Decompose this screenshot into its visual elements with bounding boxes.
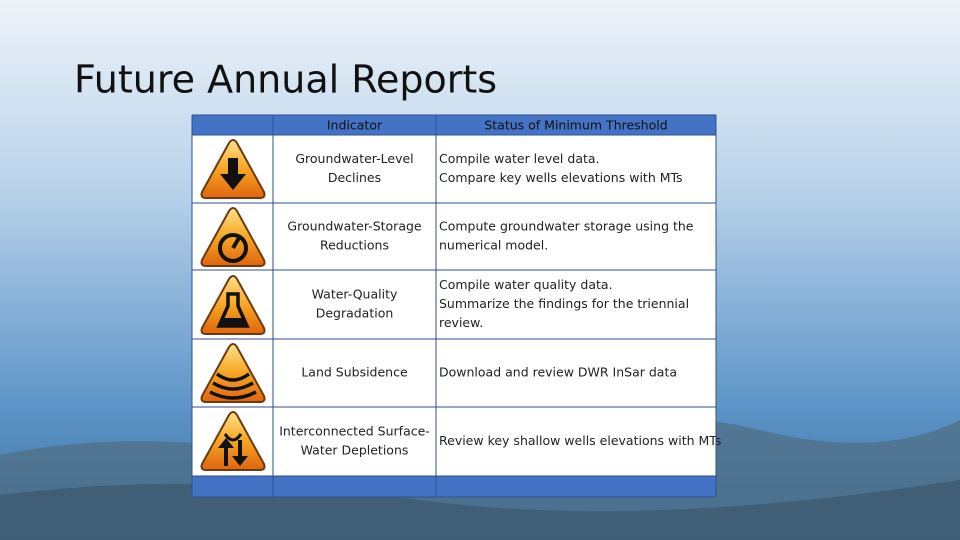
indicator-text: Water Depletions bbox=[301, 443, 409, 458]
status-text: Review key shallow wells elevations with… bbox=[439, 433, 721, 448]
header-cell: Status of Minimum Threshold bbox=[484, 118, 667, 133]
indicator-text: Declines bbox=[328, 170, 381, 185]
indicator-text: Interconnected Surface- bbox=[279, 424, 430, 439]
slide-title: Future Annual Reports bbox=[74, 58, 497, 102]
icon-level bbox=[200, 139, 266, 199]
indicator-text: Groundwater-Storage bbox=[287, 219, 422, 234]
status-text: Compile water level data. bbox=[439, 151, 600, 166]
status-text: Compute groundwater storage using the bbox=[439, 219, 694, 234]
status-text: Summarize the findings for the triennial bbox=[439, 296, 689, 311]
footer-row bbox=[192, 476, 716, 497]
status-text: review. bbox=[439, 315, 483, 330]
indicator-text: Reductions bbox=[320, 238, 389, 253]
status-text: Download and review DWR InSar data bbox=[439, 365, 677, 380]
status-text: Compile water quality data. bbox=[439, 277, 613, 292]
icon-depletion bbox=[200, 411, 266, 471]
header-cell: Indicator bbox=[327, 118, 383, 133]
indicator-text: Land Subsidence bbox=[301, 365, 408, 380]
status-text: numerical model. bbox=[439, 238, 548, 253]
header-row bbox=[192, 115, 716, 135]
indicator-text: Degradation bbox=[316, 306, 394, 321]
icon-quality bbox=[200, 275, 266, 335]
table: Indicator Status of Minimum Threshold Grou… bbox=[191, 114, 721, 498]
status-text: Compare key wells elevations with MTs bbox=[439, 170, 683, 185]
indicator-text: Groundwater-Level bbox=[295, 151, 413, 166]
table-body bbox=[192, 115, 716, 497]
icon-storage bbox=[200, 207, 266, 267]
indicator-text: Water-Quality bbox=[312, 287, 398, 302]
icon-subsidence bbox=[200, 343, 266, 403]
